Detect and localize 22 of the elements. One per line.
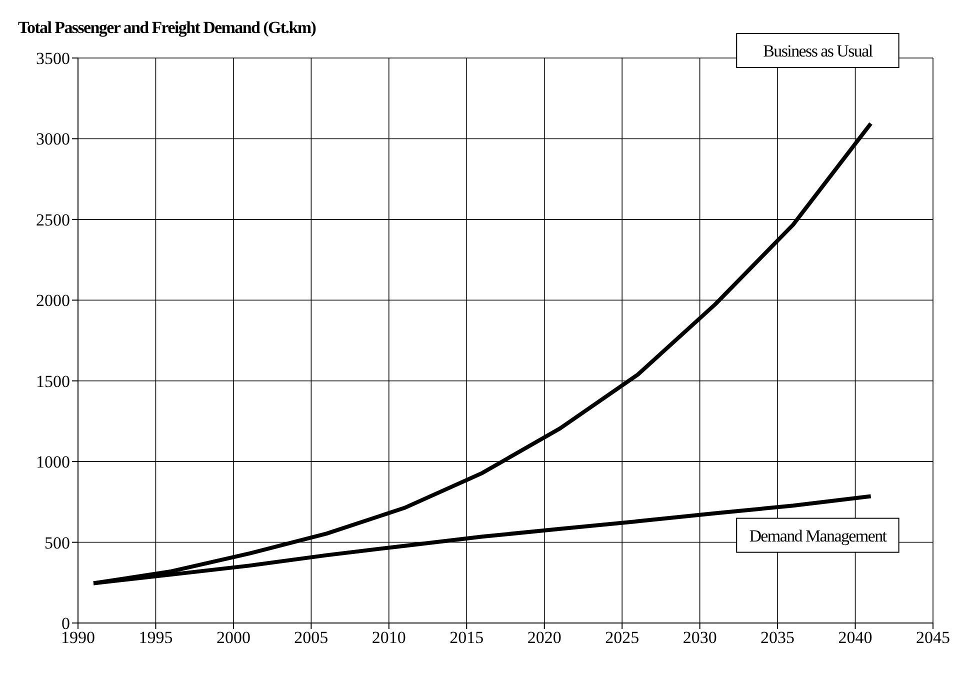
y-tick-label: 2500 bbox=[36, 210, 70, 230]
y-tick-label: 1000 bbox=[36, 452, 70, 472]
text: Business as Usual bbox=[763, 42, 874, 61]
x-tick-label: 2035 bbox=[760, 628, 795, 648]
y-tick-label: 3500 bbox=[36, 49, 70, 68]
x-tick-label: 2020 bbox=[527, 628, 562, 648]
x-tick-label: 2030 bbox=[682, 628, 717, 648]
y-tick-label: 2000 bbox=[36, 291, 70, 310]
y-tick-label: 500 bbox=[44, 533, 70, 552]
x-tick-label: 1995 bbox=[138, 628, 173, 648]
x-tick-label: 2005 bbox=[294, 628, 328, 648]
x-tick-label: 2040 bbox=[838, 628, 872, 648]
x-tick-label: 2045 bbox=[916, 628, 950, 648]
y-tick-label: 1500 bbox=[36, 372, 70, 391]
series-label: Demand Management bbox=[749, 526, 888, 546]
x-tick-label: 2010 bbox=[372, 628, 406, 648]
chart-title: Total Passenger and Freight Demand (Gt.km) bbox=[18, 18, 316, 38]
x-tick-label: 1990 bbox=[61, 628, 95, 648]
x-tick-label: 2015 bbox=[450, 628, 484, 648]
x-tick-label: 2025 bbox=[605, 628, 640, 648]
y-tick-label: 3000 bbox=[36, 130, 70, 149]
x-tick-label: 2000 bbox=[216, 628, 250, 648]
